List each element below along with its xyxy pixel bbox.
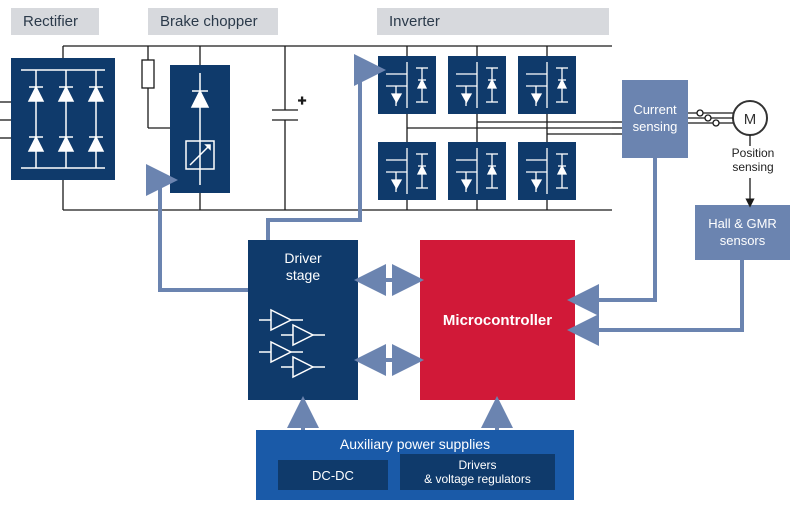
label-rectifier: Rectifier (11, 8, 99, 35)
driver-stage-icon (253, 292, 353, 392)
igbt-6 (518, 142, 576, 200)
current-sensing-block: Current sensing (622, 80, 688, 158)
rectifier-block (11, 58, 115, 180)
rectifier-icon (11, 58, 115, 180)
igbt-1 (378, 56, 436, 114)
label-inverter: Inverter (377, 8, 609, 35)
drivers-vreg-block: Drivers & voltage regulators (400, 454, 555, 490)
igbt-4 (378, 142, 436, 200)
igbt-5 (448, 142, 506, 200)
aux-title: Auxiliary power supplies (340, 436, 490, 452)
svg-text:+: + (298, 92, 306, 108)
igbt-2 (448, 56, 506, 114)
driver-stage-label: Driver stage (284, 250, 321, 284)
igbt-3 (518, 56, 576, 114)
microcontroller-block: Microcontroller (420, 240, 575, 400)
brake-chopper-icon (170, 65, 230, 193)
hall-gmr-block: Hall & GMR sensors (695, 205, 790, 260)
position-sensing-label: Position sensing (718, 146, 788, 174)
label-brake-chopper: Brake chopper (148, 8, 278, 35)
dcdc-block: DC-DC (278, 460, 388, 490)
motor-label: M (744, 111, 757, 128)
driver-stage-block: Driver stage (248, 240, 358, 400)
brake-chopper-block (170, 65, 230, 193)
